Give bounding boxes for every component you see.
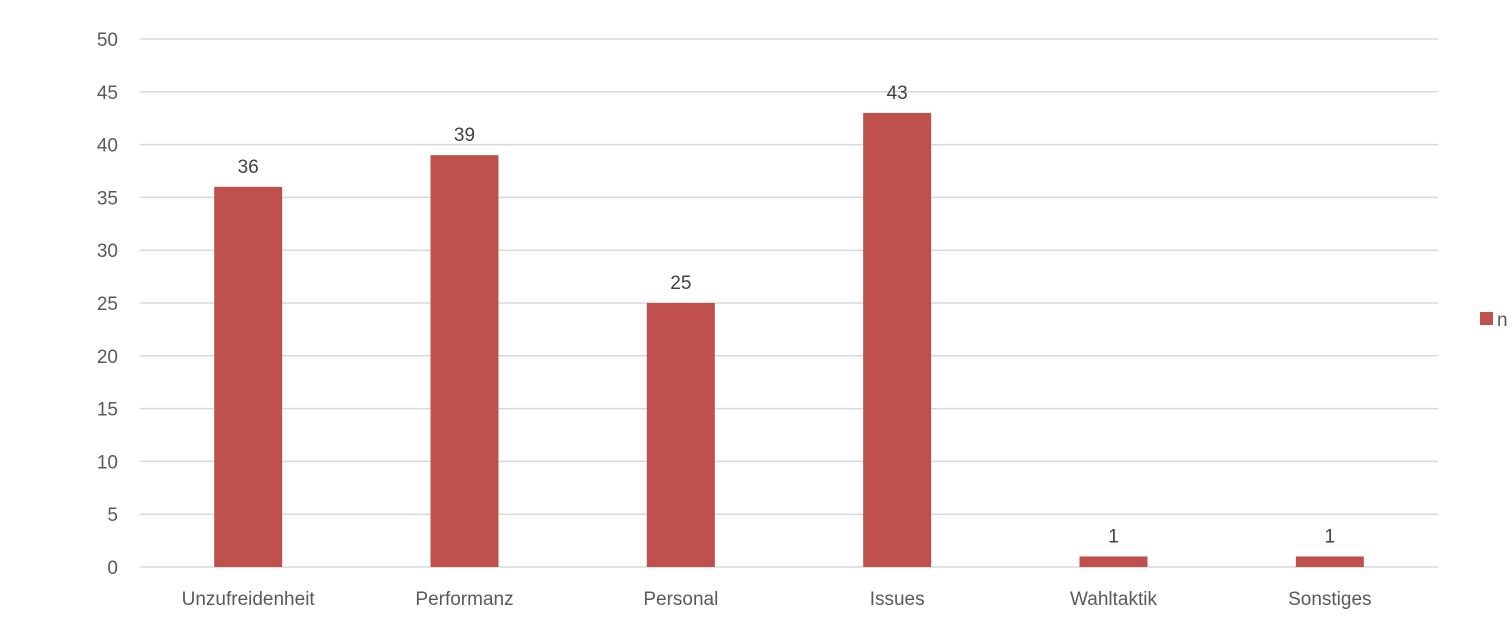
legend-label: n <box>1497 310 1508 331</box>
y-tick-label: 5 <box>107 505 118 526</box>
legend-swatch <box>1480 312 1493 325</box>
bar <box>430 155 499 567</box>
category-label: Issues <box>870 589 925 610</box>
bar <box>1079 556 1148 567</box>
bar <box>1295 556 1364 567</box>
gridlines <box>140 38 1438 515</box>
y-tick-label: 45 <box>97 83 118 104</box>
bar <box>214 186 283 567</box>
y-tick-label: 40 <box>97 136 118 157</box>
data-label: 1 <box>1325 526 1336 547</box>
bar-series <box>214 112 1364 568</box>
category-label: Personal <box>643 589 718 610</box>
y-axis-ticks: 0 5 10 15 20 25 30 35 40 45 50 <box>97 30 118 579</box>
category-label: Sonstiges <box>1288 589 1371 610</box>
y-tick-label: 10 <box>97 452 118 473</box>
y-tick-label: 35 <box>97 188 118 209</box>
category-labels: Unzufreidenheit Performanz Personal Issues W… <box>182 589 1372 610</box>
category-label: Wahltaktik <box>1070 589 1157 610</box>
data-label: 25 <box>670 273 691 294</box>
category-label: Unzufreidenheit <box>182 589 316 610</box>
data-label: 36 <box>238 157 259 178</box>
bar <box>863 112 932 568</box>
bar <box>646 303 715 567</box>
data-label: 39 <box>454 125 475 146</box>
legend: n <box>1480 310 1508 331</box>
y-tick-label: 25 <box>97 294 118 315</box>
y-tick-label: 15 <box>97 400 118 421</box>
y-tick-label: 20 <box>97 347 118 368</box>
y-tick-label: 30 <box>97 241 118 262</box>
data-label: 43 <box>887 83 908 104</box>
data-label: 1 <box>1108 526 1119 547</box>
y-tick-label: 50 <box>97 30 118 51</box>
category-label: Performanz <box>415 589 513 610</box>
data-labels: 36 39 25 43 1 1 <box>238 83 1336 548</box>
y-tick-label: 0 <box>107 558 118 579</box>
